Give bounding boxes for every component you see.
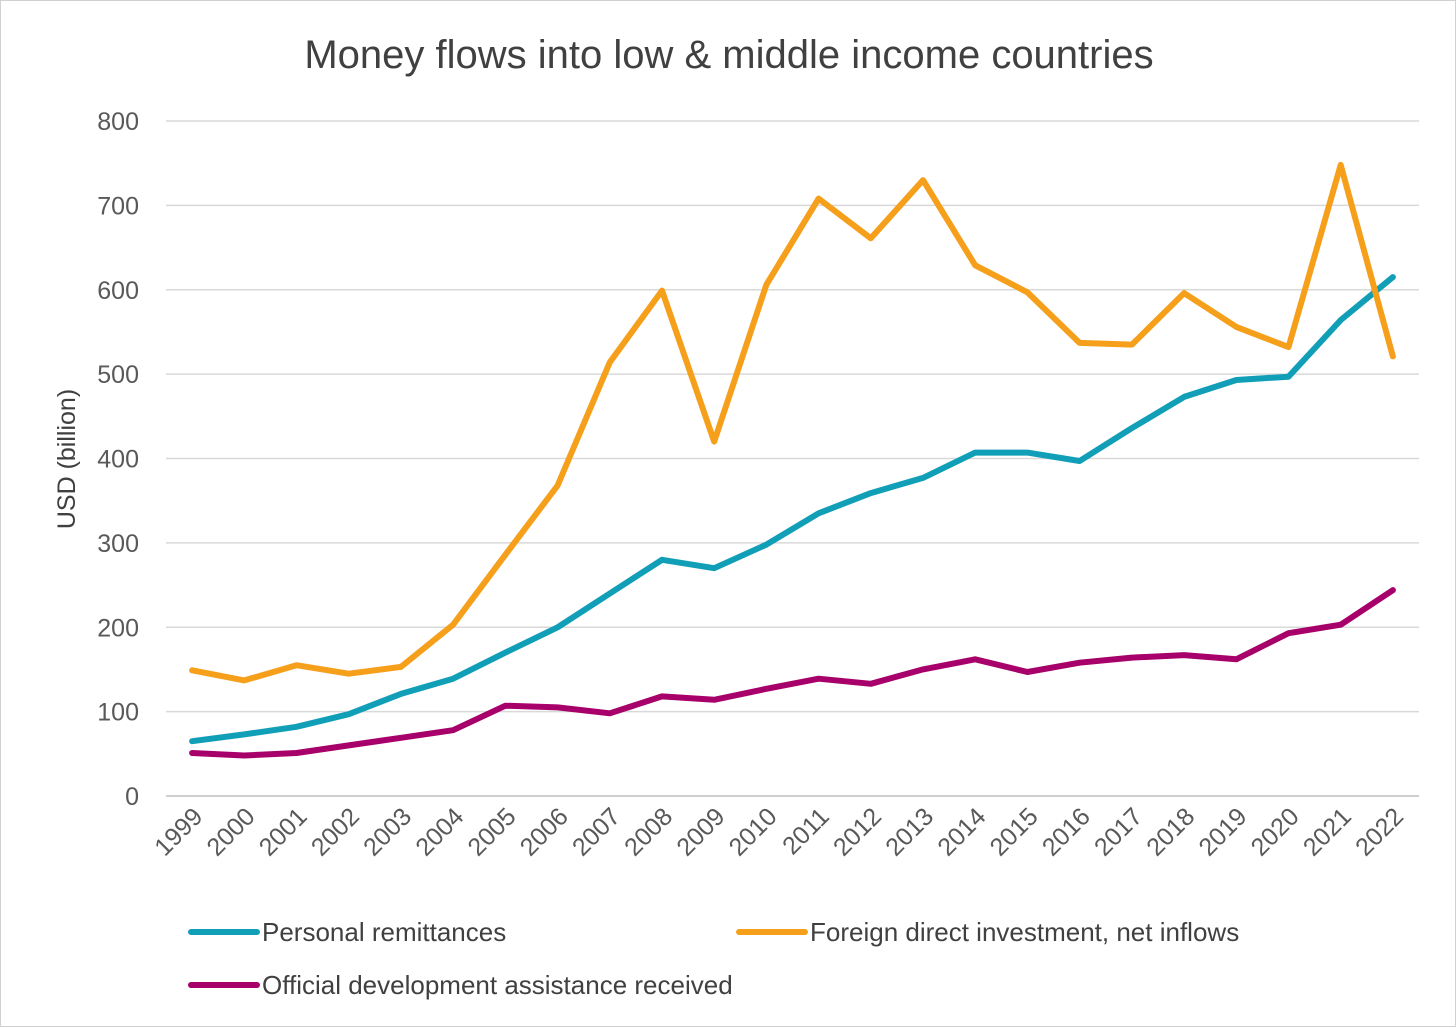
x-tick-label: 2020	[1246, 802, 1305, 861]
x-tick-label: 2003	[358, 802, 417, 861]
legend: Personal remittances Foreign direct inves…	[188, 917, 1239, 1000]
x-tick-label: 2022	[1350, 802, 1409, 861]
y-tick-label: 0	[125, 783, 139, 811]
y-axis-title: USD (billion)	[53, 389, 81, 529]
x-tick-label: 2006	[515, 802, 574, 861]
x-axis-ticks: 1999200020012002200320042005200620072008…	[149, 802, 1409, 861]
x-tick-label: 2004	[410, 802, 469, 861]
chart-title: Money flows into low & middle income cou…	[304, 33, 1153, 77]
legend-label: Foreign direct investment, net inflows	[810, 917, 1239, 947]
y-axis-ticks: 0 100 200 300 400 500 600 700 800	[97, 108, 139, 811]
x-tick-label: 2016	[1037, 802, 1096, 861]
series-line-3	[189, 587, 1396, 759]
y-tick-label: 300	[97, 530, 139, 558]
x-tick-label: 1999	[149, 802, 208, 861]
x-tick-label: 2019	[1193, 802, 1252, 861]
x-tick-label: 2001	[254, 802, 313, 861]
x-tick-label: 2021	[1298, 802, 1357, 861]
y-tick-label: 100	[97, 699, 139, 727]
x-tick-label: 2005	[462, 802, 521, 861]
x-tick-label: 2000	[201, 802, 260, 861]
x-tick-label: 2017	[1089, 802, 1148, 861]
x-tick-label: 2008	[619, 802, 678, 861]
x-tick-label: 2011	[777, 802, 835, 860]
x-tick-label: 2002	[306, 802, 365, 861]
y-tick-label: 700	[97, 192, 139, 220]
x-tick-label: 2015	[985, 802, 1044, 861]
series-lines	[189, 161, 1396, 759]
x-tick-label: 2014	[932, 802, 991, 861]
y-tick-label: 400	[97, 446, 139, 474]
x-tick-label: 2012	[828, 802, 887, 861]
series-line-1	[189, 274, 1396, 745]
x-tick-label: 2007	[567, 802, 626, 861]
y-tick-label: 500	[97, 361, 139, 389]
x-tick-label: 2009	[671, 802, 730, 861]
x-tick-label: 2013	[880, 802, 939, 861]
x-tick-label: 2018	[1141, 802, 1200, 861]
legend-label: Personal remittances	[262, 917, 506, 947]
y-tick-label: 200	[97, 614, 139, 642]
legend-label: Official development assistance received	[262, 970, 733, 1000]
x-tick-label: 2010	[724, 802, 783, 861]
y-tick-label: 800	[97, 108, 139, 136]
y-tick-label: 600	[97, 277, 139, 305]
series-line-2	[189, 161, 1396, 684]
gridlines	[166, 120, 1419, 797]
